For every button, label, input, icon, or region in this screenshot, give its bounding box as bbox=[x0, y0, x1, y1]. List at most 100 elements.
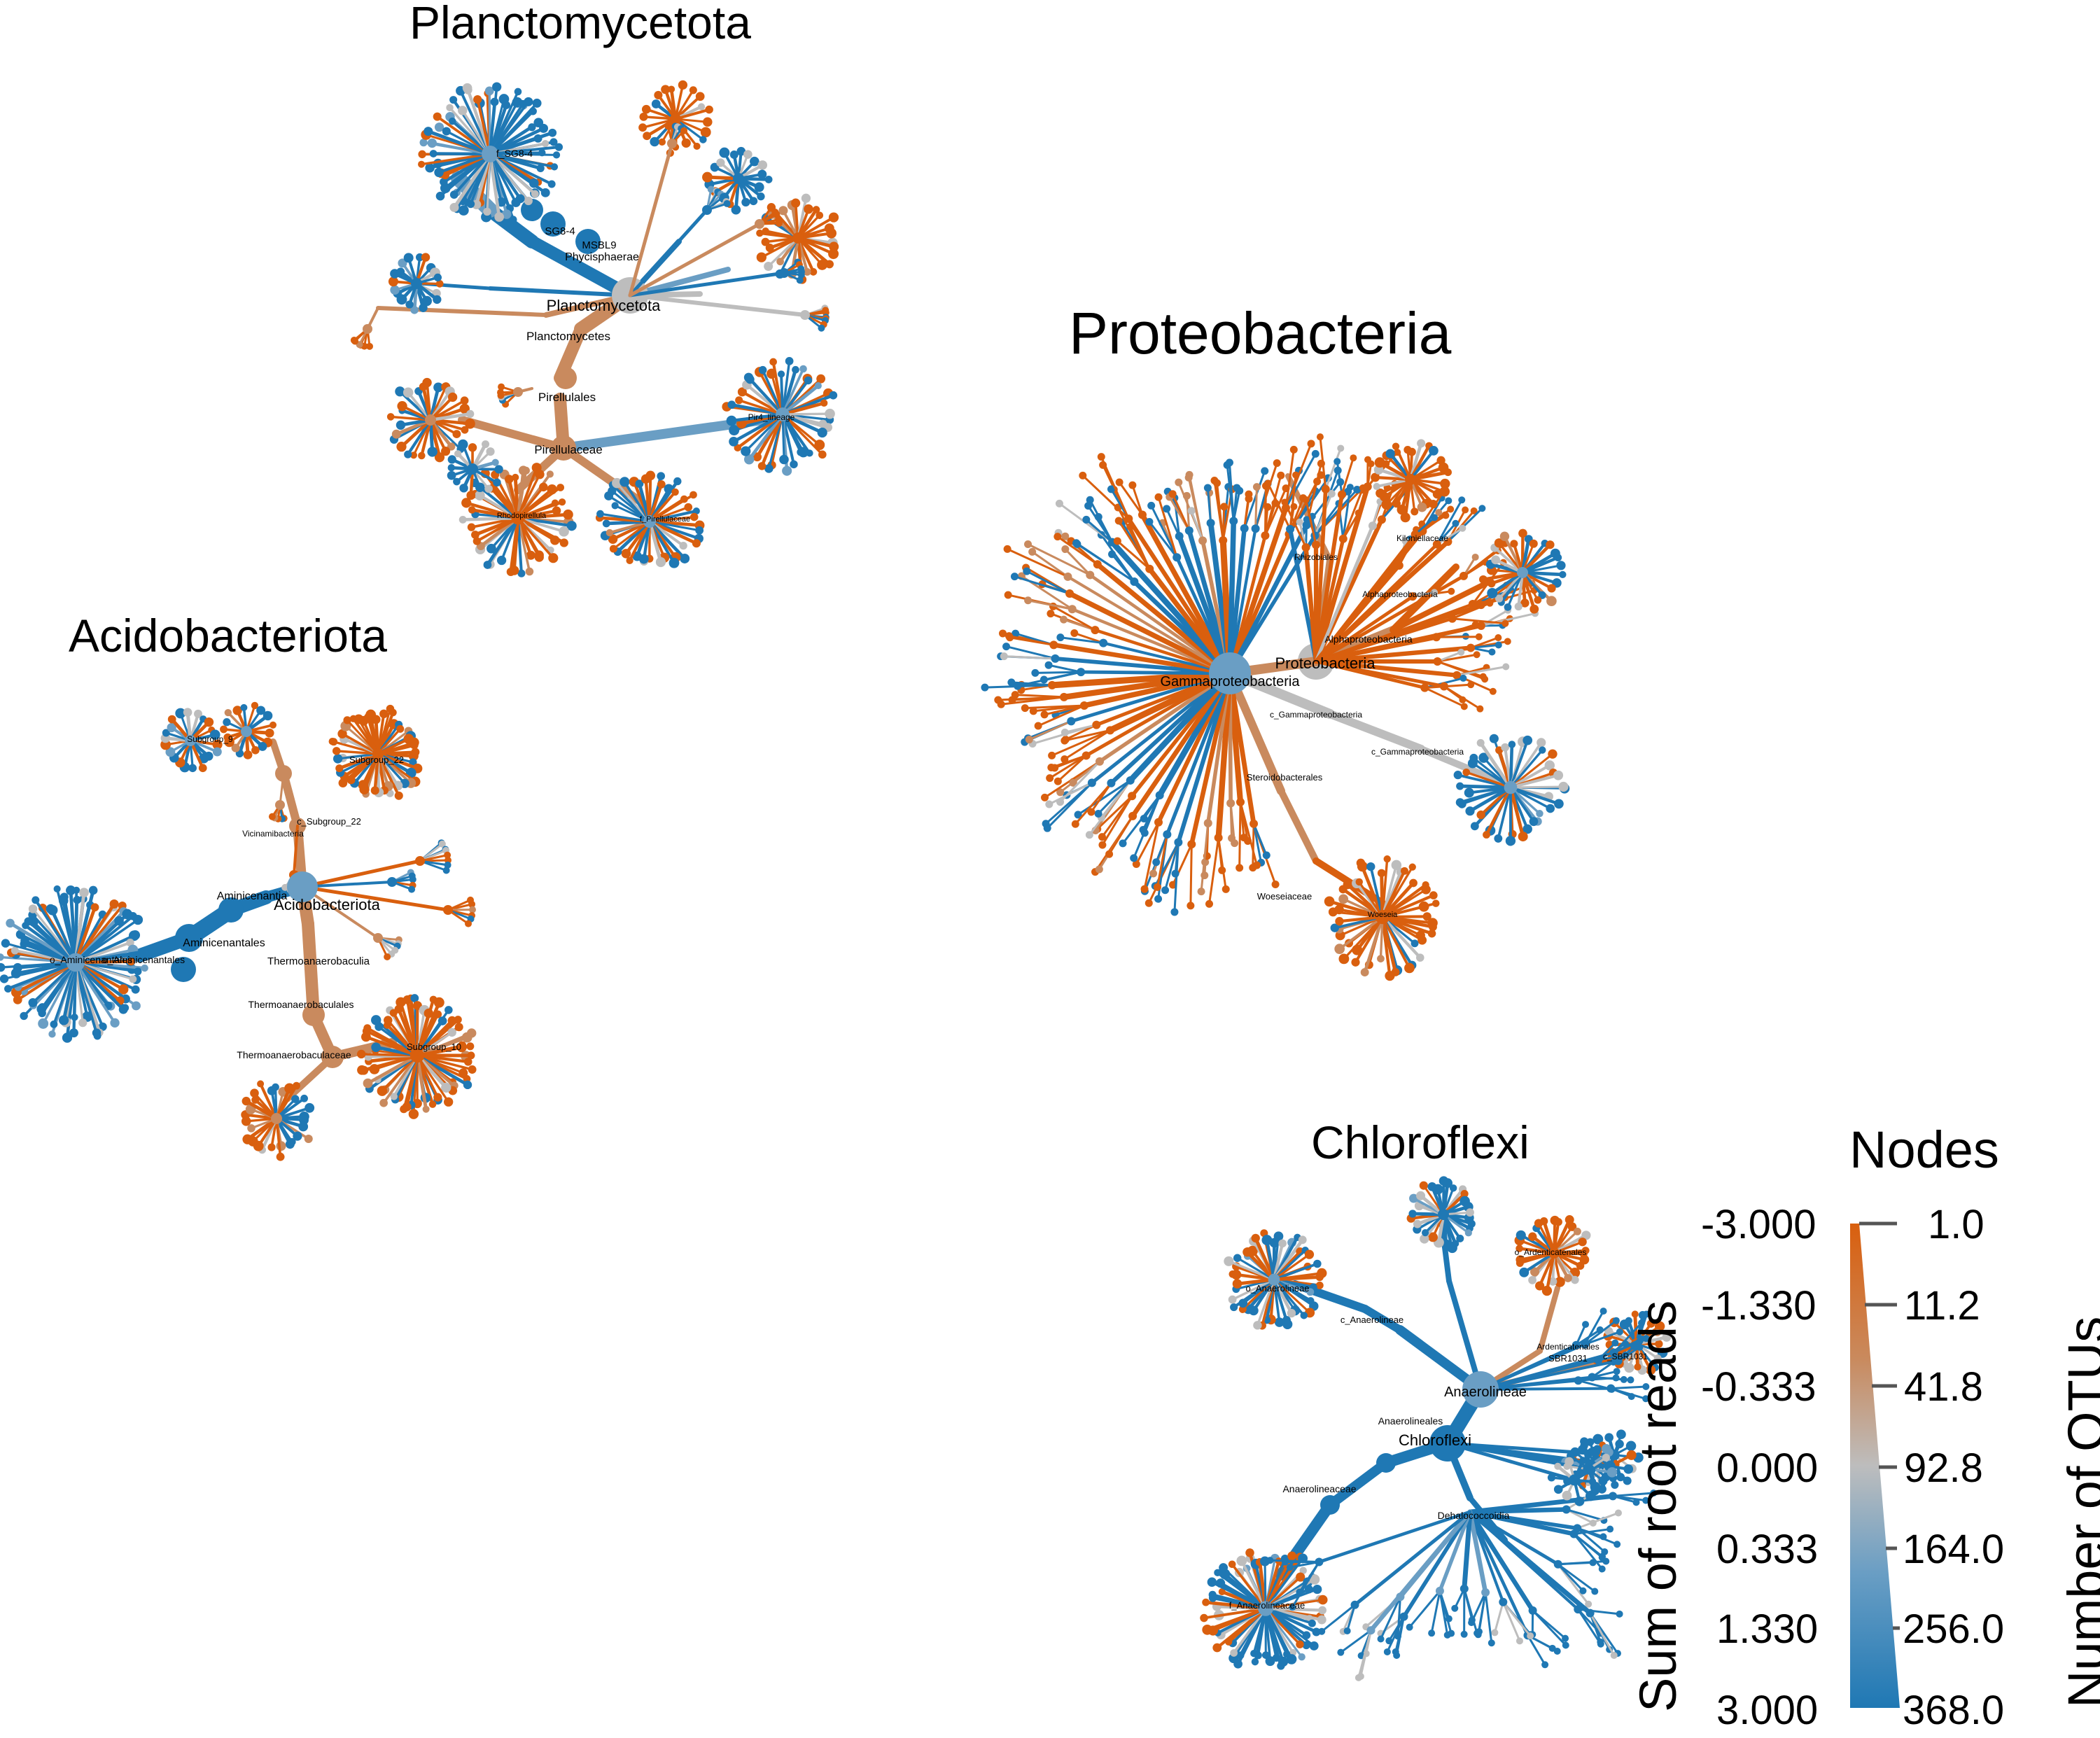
leaf-node bbox=[1499, 531, 1510, 541]
leaf-node bbox=[1427, 929, 1436, 938]
leaf-node bbox=[1548, 749, 1558, 759]
leaf-edge bbox=[1013, 575, 1071, 595]
branch-node bbox=[1366, 1626, 1376, 1635]
leaf-node bbox=[1315, 1281, 1324, 1289]
leaf-edge bbox=[407, 391, 432, 421]
leaf-node bbox=[6, 918, 15, 928]
leaf-edge bbox=[1056, 535, 1099, 566]
leaf-node bbox=[1231, 1270, 1242, 1280]
leaf-node bbox=[817, 427, 827, 438]
leaf-node bbox=[1642, 1395, 1650, 1403]
leaf-node bbox=[1447, 505, 1455, 513]
leaf-node bbox=[1306, 1288, 1315, 1296]
leaf-edge bbox=[1232, 1277, 1276, 1309]
leaf-edge bbox=[1526, 1634, 1546, 1666]
leaf-node bbox=[1273, 1231, 1284, 1242]
leaf-node bbox=[1491, 1629, 1499, 1637]
leaf-node bbox=[1236, 1555, 1247, 1567]
leaf-node bbox=[1460, 1189, 1469, 1198]
branch-edge bbox=[1313, 659, 1460, 678]
leaf-edge bbox=[1380, 915, 1429, 919]
leaf-edge bbox=[1490, 570, 1525, 595]
leaf-edge bbox=[1150, 504, 1178, 559]
leaf-node bbox=[710, 162, 720, 172]
leaf-node bbox=[1579, 1254, 1590, 1265]
hub-node bbox=[467, 463, 478, 475]
leaf-node bbox=[1546, 596, 1557, 607]
leaf-node bbox=[502, 101, 511, 110]
leaf-node bbox=[536, 164, 545, 173]
leaf-node bbox=[1451, 1604, 1459, 1612]
leaf-node bbox=[729, 436, 738, 447]
leaf-node bbox=[1606, 1525, 1614, 1533]
hub-node bbox=[1517, 567, 1528, 578]
branch-edge bbox=[1140, 512, 1233, 676]
leaf-edge bbox=[517, 469, 528, 519]
leaf-node bbox=[1510, 540, 1518, 548]
leaf-node bbox=[1047, 764, 1056, 772]
leaf-node bbox=[453, 477, 461, 486]
leaf-edge bbox=[1206, 486, 1212, 524]
branch-edge bbox=[1215, 670, 1233, 841]
branch-node bbox=[1092, 720, 1101, 729]
leaf-node bbox=[240, 703, 248, 711]
leaf-node bbox=[1445, 1615, 1452, 1623]
leaf-node bbox=[130, 930, 141, 940]
title-proteobacteria: Proteobacteria bbox=[1069, 300, 1452, 366]
branch-node bbox=[1229, 517, 1238, 526]
legend-right-tick-2: 41.8 bbox=[1904, 1364, 1983, 1410]
leaf-edge bbox=[6, 960, 78, 990]
leaf-node bbox=[1448, 587, 1455, 595]
leaf-node bbox=[390, 1093, 398, 1100]
leaf-edge bbox=[1254, 486, 1258, 530]
leaf-node bbox=[1462, 768, 1471, 776]
node-label: Kiloniellaceae bbox=[1396, 533, 1448, 543]
leaf-edge bbox=[51, 909, 77, 964]
leaf-node bbox=[396, 420, 406, 430]
leaf-node bbox=[467, 523, 476, 531]
leaf-edge bbox=[422, 141, 491, 155]
leaf-node bbox=[1175, 478, 1183, 486]
leaf-node bbox=[1518, 832, 1528, 842]
leaf-node bbox=[463, 1058, 472, 1066]
leaf-node bbox=[459, 484, 468, 493]
leaf-node bbox=[402, 387, 414, 398]
hub-node bbox=[643, 515, 656, 528]
leaf-edge bbox=[1532, 1609, 1567, 1647]
branch-node bbox=[1240, 524, 1249, 533]
branch-node bbox=[1452, 671, 1462, 680]
leaf-edge bbox=[1576, 1608, 1602, 1646]
leaf-node bbox=[1011, 629, 1020, 638]
node-label: Proteobacteria bbox=[1275, 654, 1376, 672]
branch-node bbox=[1065, 589, 1074, 598]
leaf-node bbox=[1029, 707, 1037, 715]
leaf-edge bbox=[1048, 781, 1093, 806]
leaf-node bbox=[1374, 457, 1385, 468]
leaf-node bbox=[1296, 1640, 1304, 1648]
leaf-node bbox=[1261, 1235, 1273, 1246]
tree-edge bbox=[1467, 1495, 1508, 1543]
leaf-edge bbox=[1100, 794, 1133, 839]
leaf-edge bbox=[1443, 685, 1481, 710]
leaf-node bbox=[370, 786, 379, 795]
leaf-edge bbox=[1173, 841, 1180, 913]
hub-node bbox=[185, 735, 196, 746]
leaf-edge bbox=[1576, 1511, 1620, 1529]
leaf-node bbox=[1431, 514, 1438, 521]
leaf-edge bbox=[27, 920, 78, 965]
leaf-edge bbox=[1502, 1601, 1532, 1637]
leaf-node bbox=[468, 443, 477, 452]
leaf-node bbox=[1504, 603, 1512, 611]
leaf-node bbox=[809, 268, 818, 276]
leaf-node bbox=[28, 904, 38, 913]
leaf-node bbox=[1377, 1635, 1385, 1643]
leaf-node bbox=[0, 974, 9, 983]
leaf-node bbox=[482, 440, 490, 449]
tree-node bbox=[551, 435, 576, 461]
leaf-node bbox=[458, 439, 468, 450]
leaf-node bbox=[1170, 908, 1179, 916]
node-label: c_Gammaproteobacteria bbox=[1371, 747, 1464, 757]
leaf-node bbox=[1251, 1233, 1260, 1243]
leaf-node bbox=[719, 147, 730, 158]
leaf-edge bbox=[1050, 754, 1088, 769]
